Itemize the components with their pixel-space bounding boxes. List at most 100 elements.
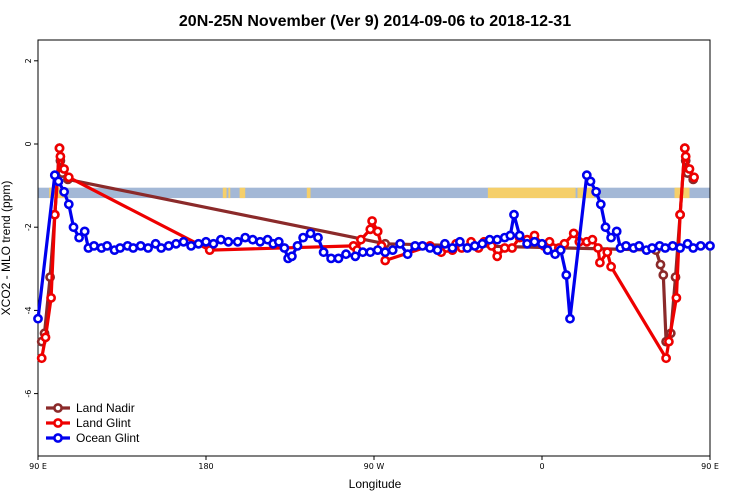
data-point xyxy=(684,164,695,174)
data-point xyxy=(372,226,383,237)
map-band-land xyxy=(222,187,227,199)
data-point xyxy=(689,172,699,183)
legend-marker xyxy=(53,433,63,443)
data-point xyxy=(350,251,361,262)
data-point xyxy=(585,176,596,187)
y-axis: 2 0 -2 -4 -6 xyxy=(24,58,38,398)
data-point xyxy=(695,240,706,251)
x-tick-label: 180 xyxy=(198,462,213,471)
data-point xyxy=(143,243,153,253)
data-point xyxy=(367,216,377,226)
data-point xyxy=(193,238,204,249)
data-point xyxy=(680,151,691,162)
data-point xyxy=(595,257,605,268)
data-point xyxy=(128,243,139,253)
data-point xyxy=(223,236,234,247)
data-point xyxy=(484,234,495,245)
x-axis: 90 E 180 90 W 0 90 E xyxy=(29,456,719,471)
data-point xyxy=(587,234,598,245)
data-point xyxy=(232,236,243,247)
data-point xyxy=(55,151,66,162)
data-point xyxy=(664,336,674,347)
data-point xyxy=(298,232,308,243)
map-band-land xyxy=(228,187,231,199)
data-point xyxy=(679,143,690,154)
data-point xyxy=(357,247,368,258)
data-point xyxy=(647,243,657,253)
y-tick-label: -6 xyxy=(24,390,33,398)
data-point xyxy=(621,240,631,251)
x-tick-label: 0 xyxy=(539,462,544,471)
map-band-ocean xyxy=(38,187,710,199)
data-point xyxy=(529,236,540,247)
data-point xyxy=(380,255,391,266)
data-point xyxy=(273,236,284,247)
y-tick-label: 2 xyxy=(24,58,33,63)
data-point xyxy=(387,245,398,255)
data-point xyxy=(705,240,715,251)
data-point xyxy=(660,243,671,253)
data-point xyxy=(40,332,51,343)
data-point xyxy=(63,199,74,210)
data-point xyxy=(432,245,443,255)
data-point xyxy=(661,353,671,364)
data-point xyxy=(425,243,435,253)
data-point xyxy=(591,186,601,197)
chart-title: 20N-25N November (Ver 9) 2014-09-06 to 2… xyxy=(179,13,571,30)
data-point xyxy=(611,226,622,237)
data-point xyxy=(49,209,60,220)
data-point xyxy=(658,270,669,280)
data-point xyxy=(447,243,458,253)
data-point xyxy=(68,222,79,233)
x-tick-label: 90 W xyxy=(364,462,385,471)
data-point xyxy=(208,238,219,249)
data-point xyxy=(102,240,112,251)
data-point xyxy=(561,270,572,280)
data-point xyxy=(59,164,69,174)
data-point xyxy=(477,238,488,249)
map-band-land xyxy=(306,187,311,199)
data-point xyxy=(53,176,64,187)
data-point xyxy=(606,232,616,243)
data-point xyxy=(509,209,519,220)
data-point xyxy=(402,249,413,260)
data-point xyxy=(492,251,503,262)
data-point xyxy=(171,238,181,249)
data-point xyxy=(74,232,84,243)
data-point xyxy=(318,247,329,258)
legend-marker xyxy=(53,403,63,413)
data-point xyxy=(522,238,532,249)
data-point xyxy=(507,243,517,253)
data-point xyxy=(606,261,616,272)
data-point xyxy=(565,313,575,324)
data-point xyxy=(279,243,290,253)
data-point xyxy=(417,240,428,251)
data-point xyxy=(46,292,56,303)
data-point xyxy=(333,253,344,264)
series-ocean-glint xyxy=(33,170,715,324)
data-point xyxy=(79,226,90,237)
data-point xyxy=(240,232,251,243)
x-axis-label: Longitude xyxy=(349,477,402,491)
y-tick-label: -4 xyxy=(24,306,33,314)
data-point xyxy=(89,240,99,251)
data-point xyxy=(568,228,579,239)
data-point xyxy=(602,247,613,258)
data-point xyxy=(178,236,189,247)
data-point xyxy=(305,228,316,239)
data-point xyxy=(462,243,473,253)
x-tick-label: 90 E xyxy=(701,462,719,471)
map-band-land xyxy=(239,187,246,199)
map-band-land xyxy=(487,187,576,199)
data-point xyxy=(156,243,167,253)
data-point xyxy=(54,143,65,154)
data-point xyxy=(671,292,682,303)
data-point xyxy=(286,251,297,262)
legend-marker xyxy=(53,418,63,428)
data-point xyxy=(675,243,685,253)
data-point xyxy=(595,199,606,210)
data-point xyxy=(593,243,603,253)
data-point xyxy=(59,186,69,197)
